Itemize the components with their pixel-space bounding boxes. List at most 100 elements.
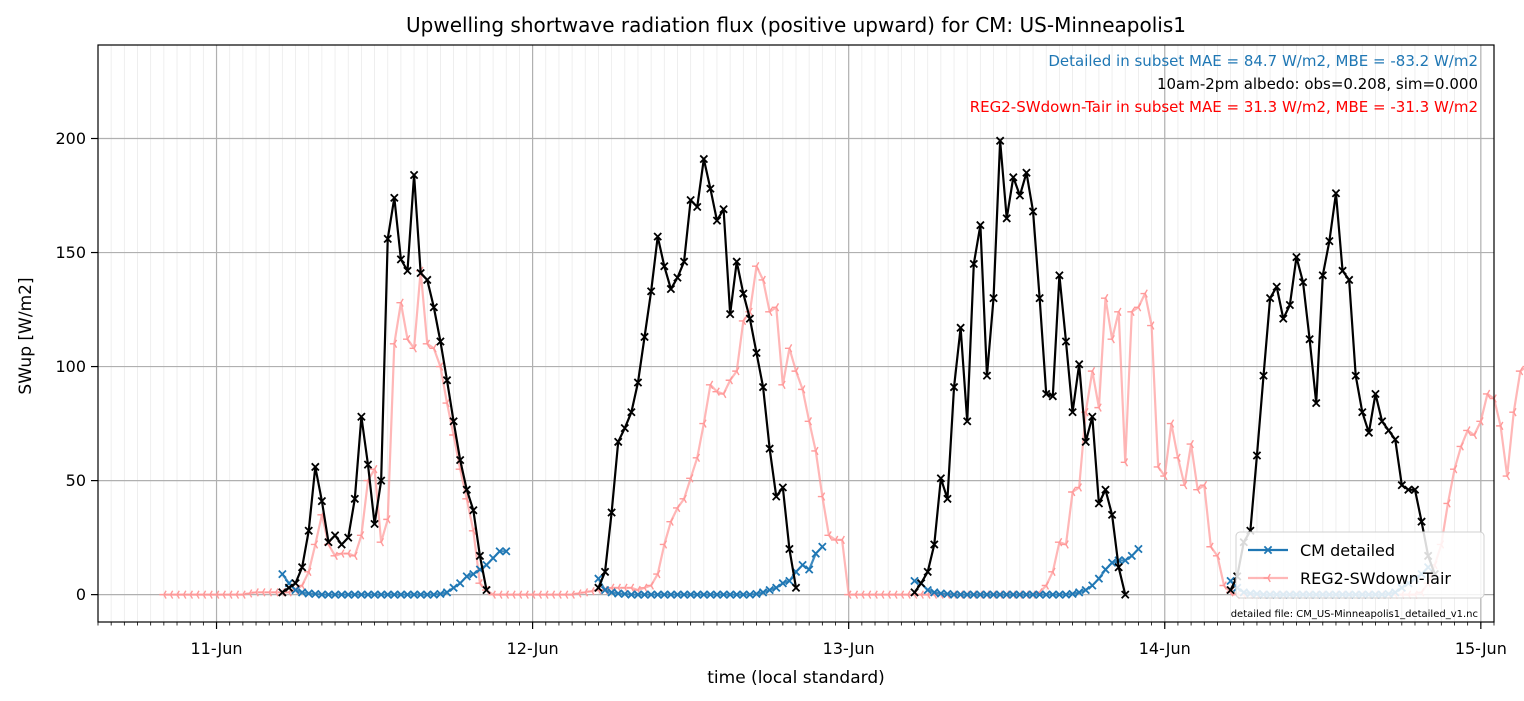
data-point	[916, 578, 926, 588]
data-point	[429, 303, 439, 312]
annotation-albedo: 10am-2pm albedo: obs=0.208, sim=0.000	[1157, 75, 1478, 93]
data-point	[436, 589, 445, 599]
data-point	[1107, 510, 1117, 520]
data-point	[784, 344, 793, 353]
data-point	[403, 590, 412, 599]
data-point	[607, 588, 616, 597]
data-point	[1121, 556, 1130, 565]
data-point	[1002, 590, 1011, 599]
data-point	[495, 547, 504, 556]
data-point	[679, 590, 689, 599]
legend: CM detailed REG2-SWdown-Tair	[1235, 531, 1485, 599]
data-point	[370, 519, 379, 529]
data-point	[324, 537, 333, 547]
data-point	[304, 567, 312, 577]
data-point	[1048, 590, 1058, 599]
data-point	[429, 590, 439, 599]
data-point	[488, 553, 498, 563]
data-point	[956, 590, 965, 599]
data-point	[666, 517, 674, 526]
data-point	[1035, 590, 1044, 599]
data-point	[765, 585, 774, 595]
data-point	[857, 590, 865, 599]
data-point	[574, 589, 582, 598]
data-point	[244, 589, 253, 598]
data-point	[1417, 517, 1426, 526]
data-point	[475, 551, 485, 561]
data-point	[1133, 303, 1142, 312]
series-line	[281, 173, 488, 594]
data-point	[554, 590, 562, 599]
data-point	[297, 588, 307, 597]
data-point	[666, 284, 676, 294]
data-point	[725, 590, 735, 599]
data-point	[291, 585, 300, 595]
data-point	[1009, 590, 1018, 599]
data-point	[640, 583, 648, 593]
data-point	[594, 583, 603, 593]
data-point	[1121, 590, 1130, 599]
data-point	[1298, 277, 1308, 287]
data-point	[396, 255, 406, 264]
data-point	[469, 569, 478, 579]
series-1	[159, 261, 1524, 599]
data-point	[930, 540, 939, 549]
data-point	[1252, 451, 1262, 460]
data-point	[692, 590, 702, 599]
data-point	[1068, 407, 1077, 417]
data-point	[409, 170, 419, 180]
data-point	[363, 590, 373, 599]
data-point	[1305, 334, 1314, 344]
data-point	[1390, 435, 1400, 444]
data-point	[1338, 266, 1347, 276]
data-point	[376, 590, 386, 599]
data-point	[1153, 462, 1162, 472]
data-point	[890, 590, 898, 599]
data-point	[376, 537, 385, 547]
data-point	[1107, 334, 1115, 344]
data-point	[653, 590, 662, 599]
data-point	[837, 535, 845, 545]
y-tick-label: 150	[55, 243, 86, 262]
data-point	[1193, 485, 1201, 494]
data-point	[396, 590, 406, 599]
data-point	[409, 590, 419, 599]
data-point	[343, 533, 353, 542]
data-point	[1054, 537, 1063, 547]
data-point	[1219, 581, 1227, 590]
data-point	[673, 590, 682, 599]
data-point	[442, 588, 452, 597]
data-point	[686, 474, 694, 483]
data-point	[1377, 417, 1387, 426]
data-point	[659, 540, 668, 549]
y-tick-label: 100	[55, 357, 86, 376]
data-point	[1028, 590, 1038, 599]
data-point	[1358, 407, 1367, 417]
data-point	[528, 590, 536, 599]
data-point	[1041, 389, 1051, 399]
data-point	[337, 549, 345, 558]
data-point	[1088, 581, 1097, 590]
data-point	[817, 492, 826, 501]
data-point	[1318, 271, 1328, 280]
x-axis-label: time (local standard)	[707, 668, 885, 688]
data-point	[877, 590, 885, 599]
data-point	[982, 590, 992, 599]
data-point	[159, 590, 167, 599]
data-point	[1055, 271, 1064, 280]
data-point	[429, 344, 437, 353]
data-point	[995, 136, 1005, 146]
data-point	[798, 560, 807, 570]
data-point	[1397, 480, 1407, 490]
y-axis-label: SWup [W/m2]	[16, 277, 36, 394]
data-point	[1272, 282, 1281, 291]
data-point	[673, 273, 682, 282]
data-point	[1285, 300, 1295, 310]
data-point	[778, 483, 788, 492]
data-point	[923, 585, 932, 595]
data-point	[1410, 485, 1420, 494]
data-point	[442, 398, 450, 408]
data-point	[706, 590, 715, 599]
data-point	[1015, 191, 1025, 200]
legend-marks	[1248, 545, 1288, 583]
